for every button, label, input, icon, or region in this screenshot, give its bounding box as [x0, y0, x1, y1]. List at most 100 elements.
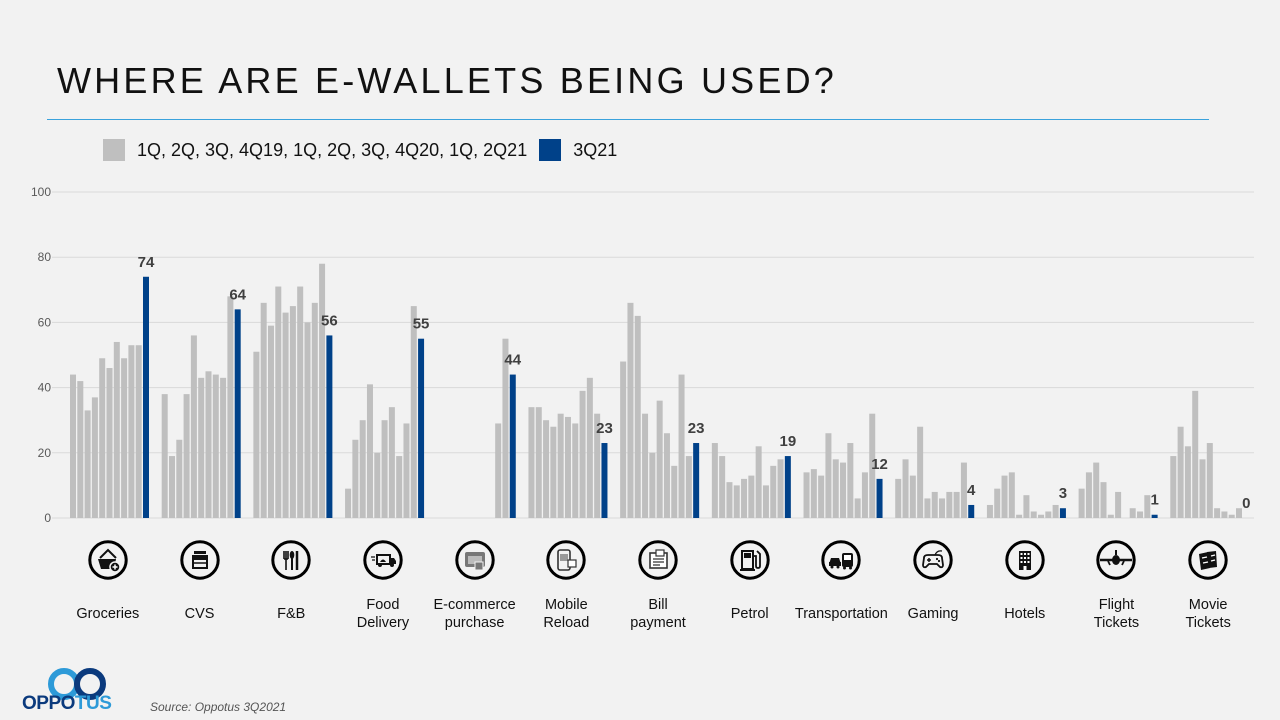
bar-historical: [854, 498, 861, 518]
bar-historical: [1221, 511, 1228, 518]
bar-historical: [528, 407, 535, 518]
bar-historical: [986, 504, 993, 518]
bar-historical: [543, 420, 550, 518]
bar-group-food-delivery: 55: [345, 306, 429, 518]
bar-historical: [1170, 456, 1177, 518]
bar-historical: [685, 456, 692, 518]
bar-historical: [994, 488, 1001, 518]
data-label: 44: [504, 352, 521, 369]
bar-historical: [627, 302, 634, 518]
bar-historical: [572, 423, 579, 518]
bar-historical: [755, 446, 762, 518]
bar-historical: [1115, 491, 1122, 518]
bar-historical: [1085, 472, 1092, 518]
bar-historical: [931, 491, 938, 518]
data-label: 12: [871, 456, 888, 473]
category-label-line: CVS: [184, 606, 215, 622]
bar-historical: [1078, 488, 1085, 518]
bar-historical: [1137, 511, 1144, 518]
bar-historical: [176, 439, 183, 518]
bar-group-cvs: 64: [161, 286, 247, 518]
bar-historical: [810, 469, 817, 518]
category-label-line: Movie: [1188, 597, 1228, 613]
bar-historical: [289, 306, 296, 518]
bar-historical: [840, 462, 847, 518]
bar-historical: [1184, 446, 1191, 518]
y-tick-label: 60: [38, 315, 52, 329]
bar-historical: [1177, 426, 1184, 518]
bar-current: [143, 276, 149, 518]
category-label-transportation: Transportation: [781, 605, 901, 623]
y-tick-label: 100: [31, 185, 51, 199]
bar-group-f-b: 56: [253, 263, 338, 518]
data-label: 3: [1059, 485, 1067, 502]
bar-historical: [741, 478, 748, 518]
bar-historical: [1100, 482, 1107, 518]
bar-historical: [535, 407, 542, 518]
bar-group-flight-tickets: 1: [1078, 462, 1159, 518]
bar-historical: [1214, 508, 1221, 518]
bar-historical: [818, 475, 825, 518]
legend-item-current: 3Q21: [539, 139, 617, 161]
category-label-flight-tickets: Flight Tickets: [1056, 596, 1176, 632]
bar-historical: [777, 459, 784, 518]
y-tick-label: 80: [38, 250, 52, 264]
bar-historical: [91, 397, 98, 518]
category-label-f-b: F&B: [231, 605, 351, 623]
bar-historical: [803, 472, 810, 518]
bar-historical: [1016, 514, 1023, 518]
bar-historical: [121, 358, 128, 518]
bar-historical: [359, 420, 366, 518]
category-label-e-commerce-purchase: E-commerce purchase: [415, 596, 535, 632]
bar-historical: [586, 377, 593, 518]
bar-historical: [939, 498, 946, 518]
bar-historical: [564, 416, 571, 518]
bar-historical: [227, 296, 234, 518]
bar-historical: [1008, 472, 1015, 518]
bar-current: [1059, 508, 1066, 518]
category-label-line: Food: [366, 597, 400, 613]
bar-group-e-commerce-purchase: 44: [495, 338, 522, 518]
bar-historical: [374, 452, 381, 518]
bar-historical: [168, 456, 175, 518]
bar-historical: [762, 485, 769, 518]
bar-group-movie-tickets: 0: [1170, 390, 1250, 518]
bar-historical: [212, 374, 219, 518]
mobile-phone-icon: [546, 540, 586, 580]
bar-historical: [190, 335, 197, 518]
bar-historical: [352, 439, 359, 518]
bar-historical: [1199, 459, 1206, 518]
legend-item-historical: 1Q, 2Q, 3Q, 4Q19, 1Q, 2Q, 3Q, 4Q20, 1Q, …: [103, 139, 527, 161]
bar-historical: [960, 462, 967, 518]
bar-current: [693, 443, 700, 518]
source-note: Source: Oppotus 3Q2021: [150, 700, 287, 714]
bar-historical: [902, 459, 909, 518]
bar-historical: [113, 341, 120, 518]
bar-historical: [161, 394, 168, 518]
bar-historical: [410, 306, 417, 518]
movie-ticket-icon: [1188, 540, 1228, 580]
car-bus-icon: [821, 540, 862, 580]
category-label-line: Transportation: [794, 606, 888, 622]
bar-group-mobile-reload: 23: [528, 377, 613, 518]
category-label-hotels: Hotels: [965, 605, 1085, 623]
bar-historical: [1001, 475, 1008, 518]
bar-current: [784, 456, 791, 518]
bar-historical: [502, 338, 509, 518]
airplane-icon: [1096, 540, 1137, 580]
bar-historical: [909, 475, 916, 518]
bar-historical: [671, 465, 678, 518]
oppotus-logo-icon: [48, 668, 106, 700]
bar-historical: [557, 413, 564, 518]
bar-historical: [1206, 443, 1213, 518]
category-label-line: Groceries: [76, 606, 140, 622]
cutlery-icon: [271, 540, 311, 580]
category-label-line: Mobile: [544, 597, 588, 613]
category-label-petrol: Petrol: [690, 605, 810, 623]
bar-historical: [1236, 508, 1243, 518]
bar-historical: [550, 426, 557, 518]
category-label-food-delivery: Food Delivery: [323, 596, 443, 632]
category-label-mobile-reload: Mobile Reload: [506, 596, 626, 632]
bar-historical: [719, 456, 726, 518]
